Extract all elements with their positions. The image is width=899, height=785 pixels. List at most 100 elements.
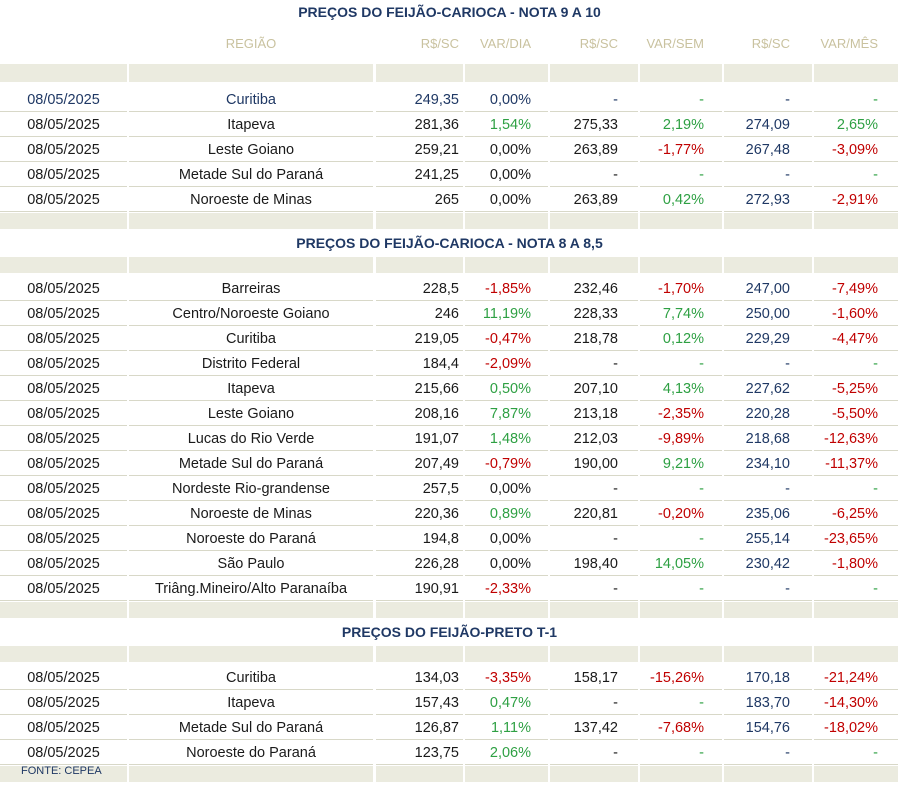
date-cell: 08/05/2025 xyxy=(0,527,127,551)
table-row: 08/05/2025 Centro/Noroeste Goiano 246 11,19… xyxy=(0,302,899,327)
spacer xyxy=(0,618,899,620)
table-row: 08/05/2025 Leste Goiano 259,21 0,00% 263,89-… xyxy=(0,138,899,163)
price-day-cell: 265 xyxy=(376,188,463,212)
column-header: VAR/MÊS xyxy=(820,36,878,51)
price-month-cell: 170,18 xyxy=(724,666,812,690)
column-header: REGIÃO xyxy=(225,36,277,51)
region-cell: Leste Goiano xyxy=(129,402,373,426)
price-week-cell: 228,33 xyxy=(550,302,638,326)
var-month-cell: 2,65% xyxy=(814,113,898,137)
price-day-cell: 184,4 xyxy=(376,352,463,376)
date-cell: 08/05/2025 xyxy=(0,377,127,401)
var-week-cell: 2,19% xyxy=(640,113,722,137)
var-month-cell: -12,63% xyxy=(814,427,898,451)
price-week-cell: 137,42 xyxy=(550,716,638,740)
region-cell: Lucas do Rio Verde xyxy=(129,427,373,451)
price-month-cell: 250,00 xyxy=(724,302,812,326)
var-month-cell: -18,02% xyxy=(814,716,898,740)
var-day-cell: -0,79% xyxy=(465,452,548,476)
price-month-cell: 267,48 xyxy=(724,138,812,162)
price-day-cell: 219,05 xyxy=(376,327,463,351)
price-day-cell: 281,36 xyxy=(376,113,463,137)
price-week-cell: - xyxy=(550,352,638,376)
price-day-cell: 246 xyxy=(376,302,463,326)
var-day-cell: 0,00% xyxy=(465,138,548,162)
region-cell: Curitiba xyxy=(129,327,373,351)
var-day-cell: -1,85% xyxy=(465,277,548,301)
spacer xyxy=(0,229,899,231)
price-month-cell: 227,62 xyxy=(724,377,812,401)
region-cell: Distrito Federal xyxy=(129,352,373,376)
column-header xyxy=(0,24,127,48)
band-row xyxy=(0,766,899,782)
var-week-cell: 7,74% xyxy=(640,302,722,326)
var-month-cell: - xyxy=(814,352,898,376)
price-week-cell: 220,81 xyxy=(550,502,638,526)
price-week-cell: - xyxy=(550,88,638,112)
band-cell xyxy=(465,257,548,273)
price-day-cell: 226,28 xyxy=(376,552,463,576)
band-cell xyxy=(129,64,373,82)
band-cell xyxy=(129,646,373,662)
price-day-cell: 241,25 xyxy=(376,163,463,187)
var-month-cell: - xyxy=(814,741,898,765)
date-cell: 08/05/2025 xyxy=(0,477,127,501)
band-cell xyxy=(724,64,812,82)
price-day-cell: 249,35 xyxy=(376,88,463,112)
region-cell: Itapeva xyxy=(129,691,373,715)
price-week-cell: - xyxy=(550,527,638,551)
band-cell xyxy=(376,64,463,82)
band-cell xyxy=(724,213,812,229)
var-month-cell: -5,25% xyxy=(814,377,898,401)
band-cell xyxy=(550,213,638,229)
region-cell: Noroeste de Minas xyxy=(129,502,373,526)
band-cell xyxy=(0,257,127,273)
band-cell xyxy=(640,646,722,662)
price-month-cell: - xyxy=(724,88,812,112)
price-week-cell: 158,17 xyxy=(550,666,638,690)
var-week-cell: 0,42% xyxy=(640,188,722,212)
var-month-cell: -7,49% xyxy=(814,277,898,301)
region-cell: Noroeste do Paraná xyxy=(129,527,373,551)
date-cell: 08/05/2025 xyxy=(0,666,127,690)
price-day-cell: 194,8 xyxy=(376,527,463,551)
table-row: 08/05/2025 Noroeste de Minas 220,36 0,89% 22… xyxy=(0,502,899,527)
table-row: 08/05/2025 Lucas do Rio Verde 191,07 1,48% 2… xyxy=(0,427,899,452)
price-day-cell: 215,66 xyxy=(376,377,463,401)
table-row: 08/05/2025 Itapeva 281,36 1,54% 275,33 2,19% 2… xyxy=(0,113,899,138)
table-row: 08/05/2025 São Paulo 226,28 0,00% 198,40 14,0… xyxy=(0,552,899,577)
price-week-cell: 232,46 xyxy=(550,277,638,301)
price-week-cell: 263,89 xyxy=(550,188,638,212)
band-cell xyxy=(814,64,898,82)
table-row: 08/05/2025 Itapeva 215,66 0,50% 207,10 4,13% 2… xyxy=(0,377,899,402)
price-month-cell: - xyxy=(724,352,812,376)
date-cell: 08/05/2025 xyxy=(0,188,127,212)
var-month-cell: -1,80% xyxy=(814,552,898,576)
var-week-cell: -7,68% xyxy=(640,716,722,740)
var-week-cell: - xyxy=(640,527,722,551)
var-week-cell: - xyxy=(640,88,722,112)
column-header: VAR/SEM xyxy=(646,36,704,51)
var-day-cell: 0,50% xyxy=(465,377,548,401)
date-cell: 08/05/2025 xyxy=(0,502,127,526)
var-day-cell: 0,00% xyxy=(465,552,548,576)
band-cell xyxy=(465,64,548,82)
var-month-cell: - xyxy=(814,477,898,501)
date-cell: 08/05/2025 xyxy=(0,327,127,351)
price-day-cell: 126,87 xyxy=(376,716,463,740)
date-cell: 08/05/2025 xyxy=(0,402,127,426)
section-title: PREÇOS DO FEIJÃO-PRETO T-1 xyxy=(341,624,558,640)
var-week-cell: 0,12% xyxy=(640,327,722,351)
var-month-cell: - xyxy=(814,88,898,112)
column-header: R$/SC xyxy=(420,36,459,51)
var-day-cell: -3,35% xyxy=(465,666,548,690)
date-cell: 08/05/2025 xyxy=(0,691,127,715)
source-note: FONTE: CEPEA xyxy=(21,765,102,777)
region-cell: Barreiras xyxy=(129,277,373,301)
var-month-cell: -5,50% xyxy=(814,402,898,426)
table-row: 08/05/2025 Nordeste Rio-grandense 257,5 0,0… xyxy=(0,477,899,502)
price-month-cell: 218,68 xyxy=(724,427,812,451)
band-cell xyxy=(550,257,638,273)
var-month-cell: -1,60% xyxy=(814,302,898,326)
price-month-cell: 183,70 xyxy=(724,691,812,715)
